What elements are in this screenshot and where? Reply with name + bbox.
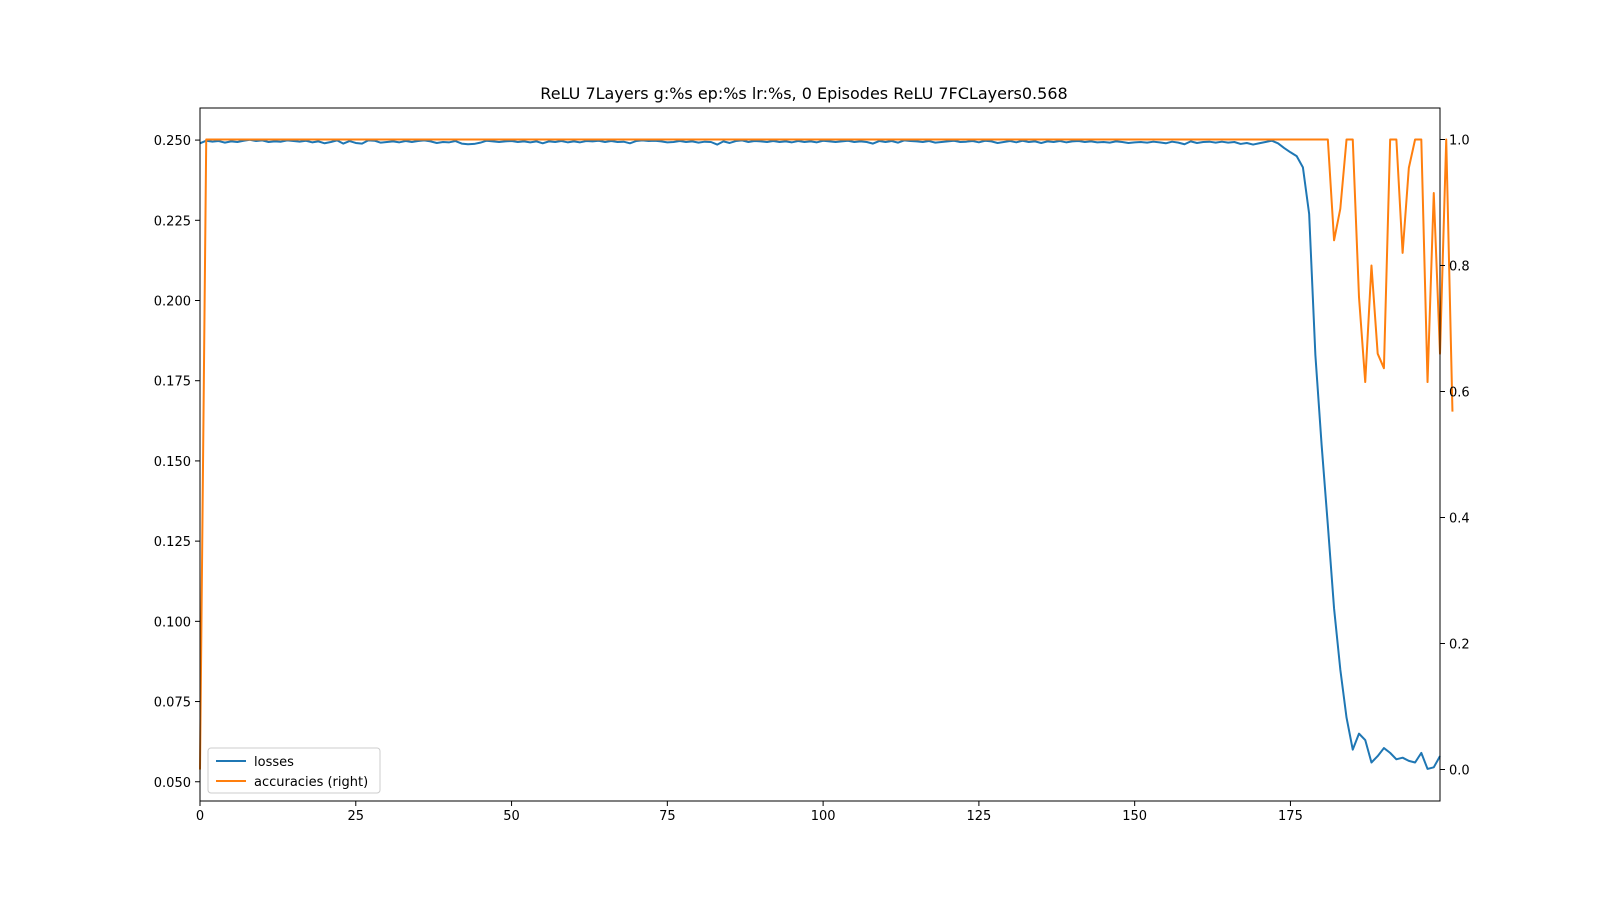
y-left-tick-label: 0.250 xyxy=(154,134,191,149)
legend-box xyxy=(207,747,381,794)
y-axis-left: 0.050 0.075 0.100 0.125 0.150 0.175 0.200 0.225… xyxy=(154,134,200,791)
y-left-tick-label: 0.225 xyxy=(154,214,191,229)
x-tick-label: 125 xyxy=(966,809,991,824)
series-line-losses xyxy=(199,138,1441,770)
x-tick-label: 0 xyxy=(196,809,204,824)
plot-frame xyxy=(199,107,1441,802)
x-tick-label: 175 xyxy=(1278,809,1303,824)
y-right-tick-label: 0.6 xyxy=(1449,386,1470,401)
chart-title: ReLU 7Layers g:%s ep:%s lr:%s, 0 Episode… xyxy=(540,84,1067,103)
y-left-tick-label: 0.200 xyxy=(154,295,191,310)
x-tick-label: 100 xyxy=(811,809,836,824)
y-right-tick-label: 0.8 xyxy=(1449,260,1470,275)
x-tick-label: 75 xyxy=(659,809,676,824)
x-axis: 0 25 50 75 100 125 150 175 xyxy=(196,801,1303,824)
x-tick-label: 150 xyxy=(1122,809,1147,824)
y-right-tick-label: 0.0 xyxy=(1449,764,1470,779)
series-line-accuracies xyxy=(199,138,1454,770)
y-right-tick-label: 0.4 xyxy=(1449,512,1470,527)
series-layer xyxy=(199,138,1454,770)
x-tick-label: 25 xyxy=(348,809,365,824)
y-axis-right: 0.0 0.2 0.4 0.6 0.8 1.0 xyxy=(1440,134,1470,779)
y-left-tick-label: 0.175 xyxy=(154,375,191,390)
y-left-tick-label: 0.125 xyxy=(154,535,191,550)
legend-label: losses xyxy=(254,755,294,770)
legend-label: accuracies (right) xyxy=(254,775,368,790)
legend: losses accuracies (right) xyxy=(207,747,381,794)
y-left-tick-label: 0.050 xyxy=(154,776,191,791)
y-right-tick-label: 0.2 xyxy=(1449,638,1470,653)
y-left-tick-label: 0.100 xyxy=(154,615,191,630)
y-left-tick-label: 0.150 xyxy=(154,455,191,470)
y-right-tick-label: 1.0 xyxy=(1449,134,1470,149)
x-tick-label: 50 xyxy=(503,809,520,824)
y-left-tick-label: 0.075 xyxy=(154,696,191,711)
